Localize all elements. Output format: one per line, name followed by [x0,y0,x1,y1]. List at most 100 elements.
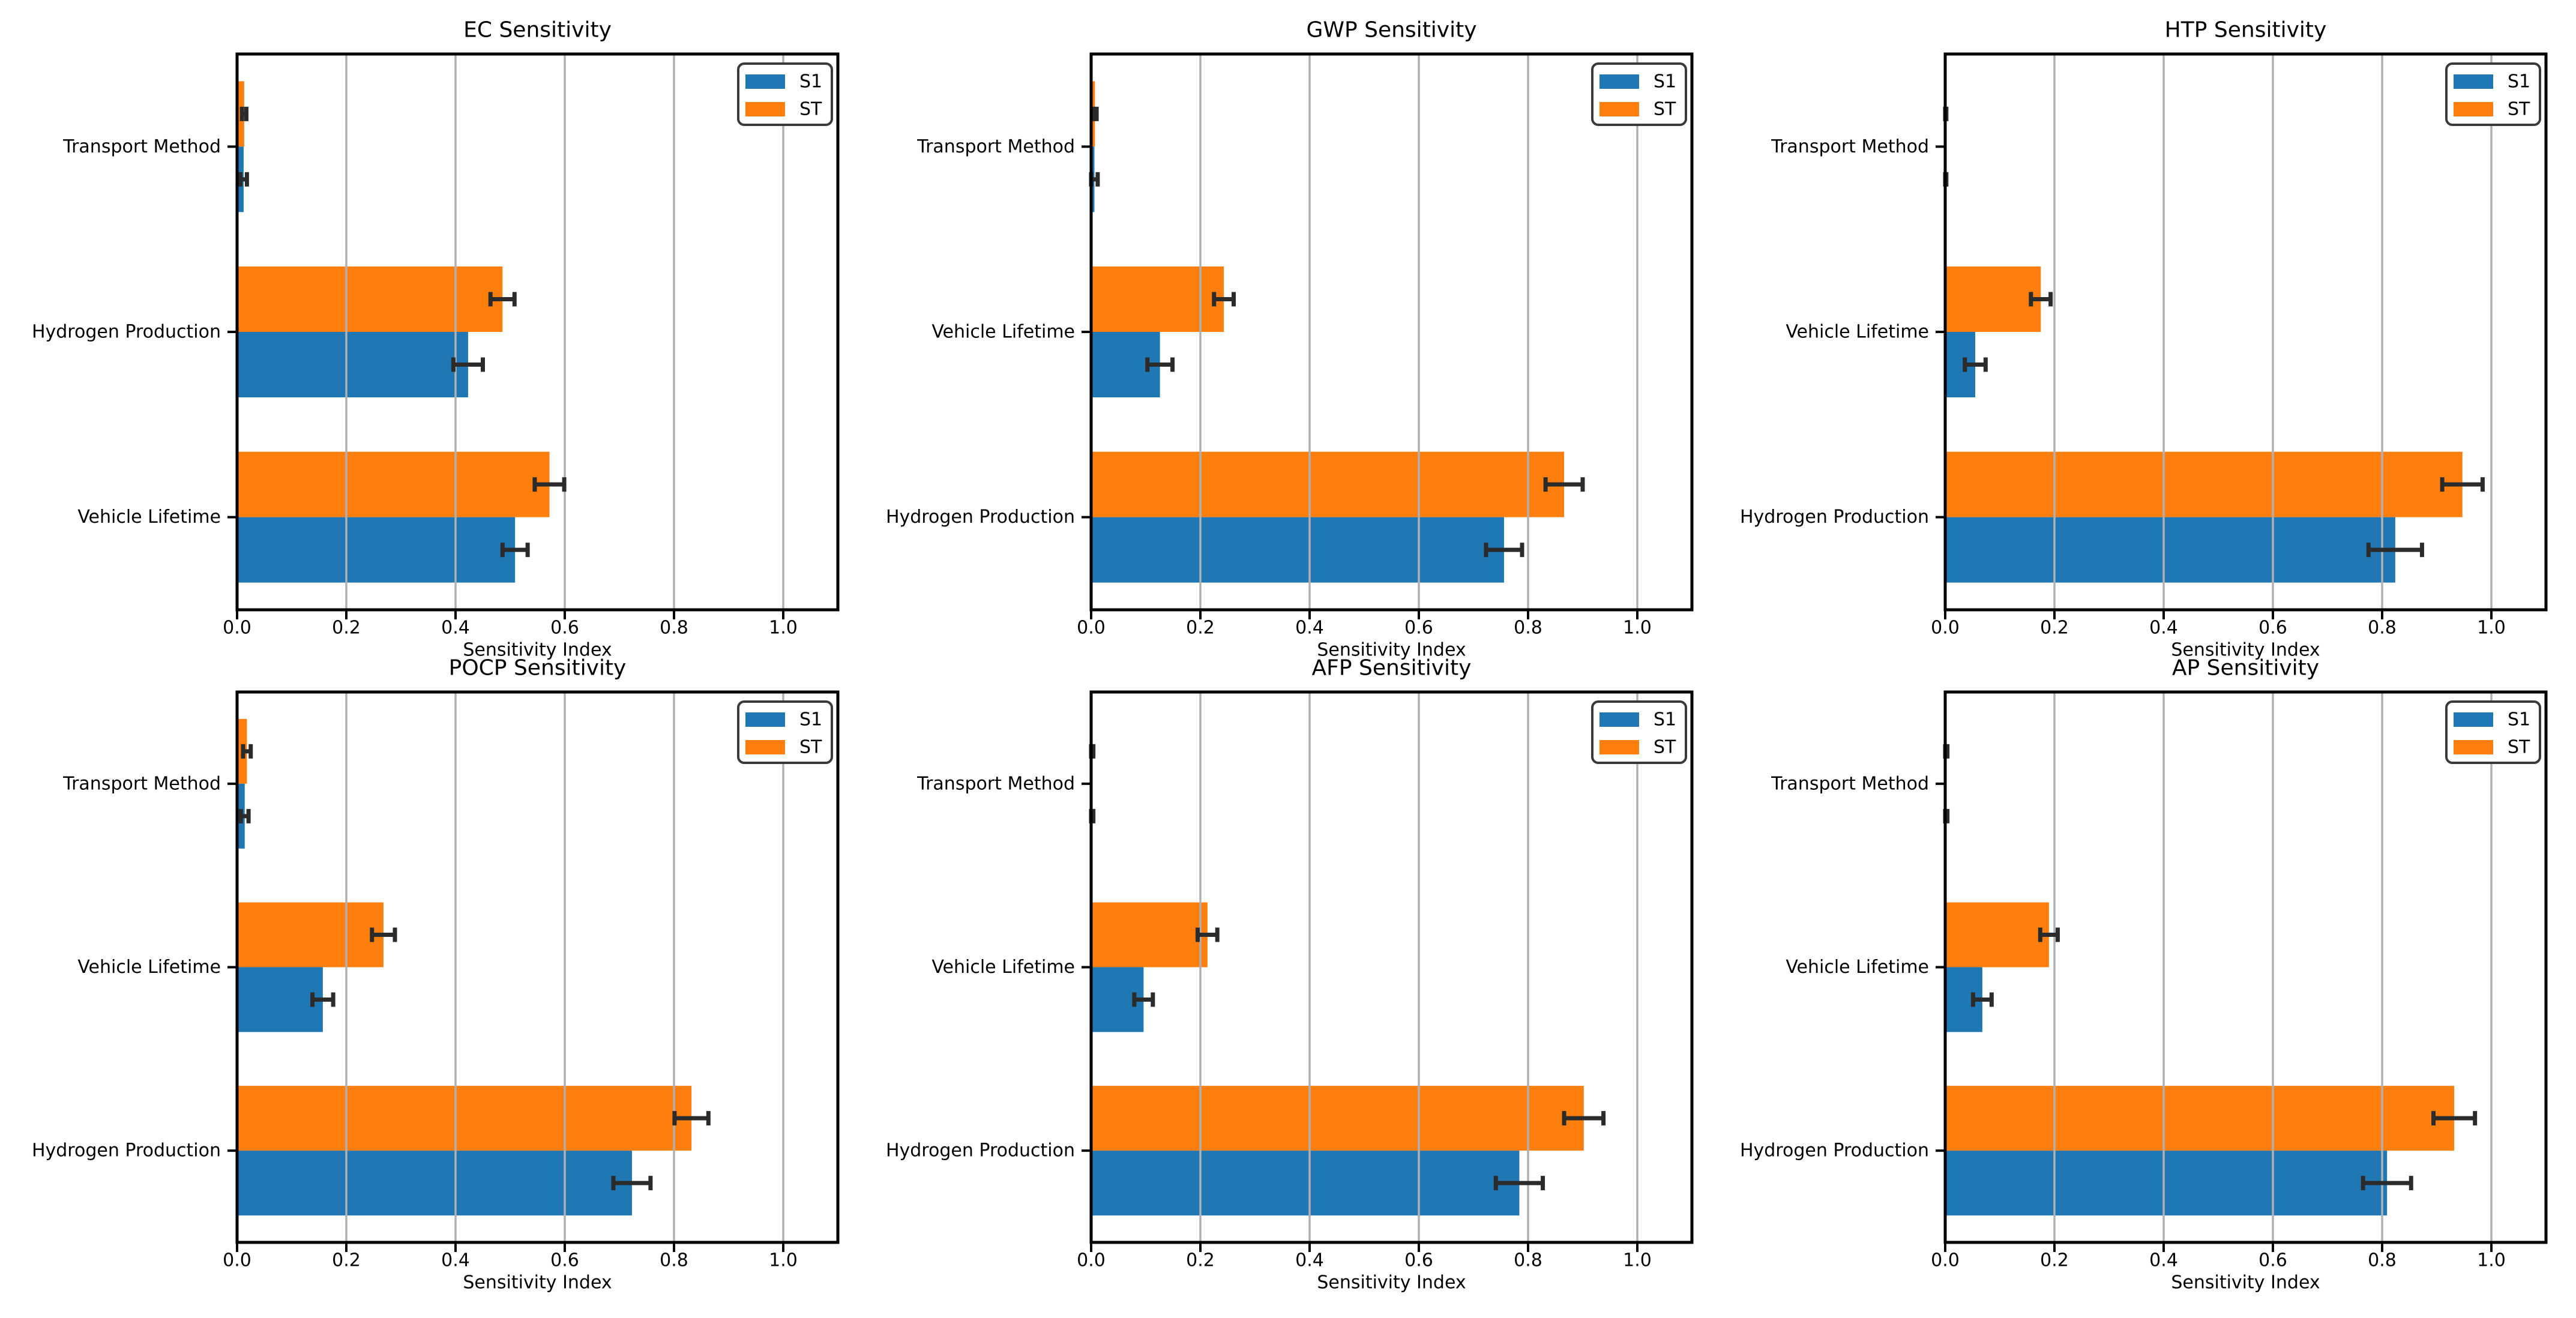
category-label: Hydrogen Production [32,322,221,343]
x-tick-label: 0.0 [223,618,251,639]
chart-title: GWP Sensitivity [1306,18,1476,43]
bar-s1-gwp-2 [1091,517,1504,583]
category-label: Transport Method [916,773,1075,794]
plot-border [235,52,840,612]
x-tick-label: 0.2 [2040,618,2069,639]
legend-label-s1: S1 [1654,71,1676,92]
x-tick-label: 0.8 [660,618,688,639]
category-label: Vehicle Lifetime [931,957,1075,978]
x-tick-label: 0.8 [1514,1250,1542,1271]
legend-swatch-st [745,740,785,754]
x-tick-label: 0.2 [1186,1250,1215,1271]
x-axis-label: Sensitivity Index [1317,1272,1466,1293]
chart-ec: 0.0 0.2 0.4 0.6 0.8 1.0 Transport Method Hydrog… [0,0,859,661]
legend-swatch-s1 [2454,712,2493,727]
category-label: Transport Method [1771,136,1929,157]
category-label: Hydrogen Production [886,1140,1075,1161]
bar-s1-pocp-1 [237,967,323,1032]
legend-swatch-st [745,102,785,116]
legend-swatch-st [1599,740,1639,754]
x-tick-label: 0.0 [1077,1250,1106,1271]
x-tick-label: 0.8 [660,1250,688,1271]
bar-s1-afp-2 [1091,1151,1520,1216]
bar-st-pocp-1 [237,902,384,967]
category-label: Vehicle Lifetime [1786,957,1929,978]
x-tick-label: 0.6 [2259,1250,2287,1271]
bar-st-htp-1 [1945,266,2041,332]
x-tick-label: 1.0 [2477,618,2506,639]
x-tick-label: 0.6 [550,618,579,639]
x-tick-label: 0.2 [2040,1250,2069,1271]
category-label: Vehicle Lifetime [1786,322,1929,343]
x-tick-label: 1.0 [769,1250,798,1271]
legend-label-s1: S1 [2508,71,2530,92]
bar-st-pocp-2 [237,1086,692,1151]
bar-s1-htp-2 [1945,517,2395,583]
chart-title: POCP Sensitivity [449,656,627,681]
bar-st-gwp-2 [1091,451,1565,517]
x-axis-label: Sensitivity Index [2171,1272,2320,1293]
x-axis-label: Sensitivity Index [1317,640,1466,661]
x-tick-label: 0.2 [1186,618,1215,639]
x-tick-label: 0.2 [332,1250,361,1271]
category-label: Vehicle Lifetime [931,322,1075,343]
legend-label-st: ST [2508,99,2530,120]
x-tick-label: 0.4 [441,1250,470,1271]
plot-border [1943,690,2548,1244]
plot-border [1089,52,1694,612]
bar-st-ec-2 [237,451,550,517]
x-tick-label: 1.0 [769,618,798,639]
category-label: Hydrogen Production [886,507,1075,528]
chart-gwp: 0.0 0.2 0.4 0.6 0.8 1.0 Transport Method Vehicl… [854,0,1713,661]
bar-st-afp-1 [1091,902,1208,967]
x-tick-label: 0.2 [332,618,361,639]
x-axis-label: Sensitivity Index [2171,640,2320,661]
bar-st-gwp-1 [1091,266,1224,332]
x-tick-label: 0.8 [2368,1250,2397,1271]
x-tick-label: 1.0 [1623,618,1652,639]
legend-label-st: ST [2508,737,2530,758]
x-tick-label: 0.0 [1077,618,1106,639]
plot-border [1089,690,1694,1244]
chart-htp-canvas: 0.0 0.2 0.4 0.6 0.8 1.0 Transport Method Vehicl… [1740,18,2548,661]
bar-st-ap-1 [1945,902,2049,967]
chart-title: EC Sensitivity [463,18,612,43]
plot-border [235,690,840,1244]
chart-pocp: 0.0 0.2 0.4 0.6 0.8 1.0 Transport Method Vehicl… [0,656,859,1318]
x-tick-label: 0.4 [1295,618,1324,639]
x-tick-label: 0.6 [550,1250,579,1271]
category-label: Transport Method [1771,773,1929,794]
legend-swatch-st [1599,102,1639,116]
legend-label-st: ST [1654,99,1676,120]
x-tick-label: 0.0 [1931,618,1960,639]
bar-s1-ec-2 [237,517,516,583]
x-tick-label: 0.6 [1404,1250,1433,1271]
legend-label-s1: S1 [1654,709,1676,730]
bar-st-ap-2 [1945,1086,2455,1151]
chart-ec-canvas: 0.0 0.2 0.4 0.6 0.8 1.0 Transport Method Hydrog… [32,18,840,661]
x-tick-label: 0.0 [223,1250,251,1271]
legend-swatch-s1 [1599,74,1639,89]
x-tick-label: 1.0 [2477,1250,2506,1271]
legend-swatch-s1 [2454,74,2493,89]
legend-label-s1: S1 [2508,709,2530,730]
bar-st-htp-2 [1945,451,2463,517]
legend-swatch-s1 [745,712,785,727]
legend-label-st: ST [799,737,822,758]
legend-label-st: ST [799,99,822,120]
category-label: Transport Method [916,136,1075,157]
chart-title: HTP Sensitivity [2165,18,2327,43]
x-tick-label: 0.6 [2259,618,2287,639]
chart-title: AP Sensitivity [2172,656,2319,681]
category-label: Vehicle Lifetime [77,507,221,528]
category-label: Transport Method [62,136,221,157]
category-label: Hydrogen Production [1740,507,1929,528]
legend-label-st: ST [1654,737,1676,758]
legend-label-s1: S1 [799,71,822,92]
chart-pocp-canvas: 0.0 0.2 0.4 0.6 0.8 1.0 Transport Method Vehicl… [32,656,840,1293]
x-tick-label: 0.4 [2149,618,2178,639]
bar-s1-pocp-2 [237,1151,632,1216]
legend-label-s1: S1 [799,709,822,730]
legend-swatch-st [2454,740,2493,754]
